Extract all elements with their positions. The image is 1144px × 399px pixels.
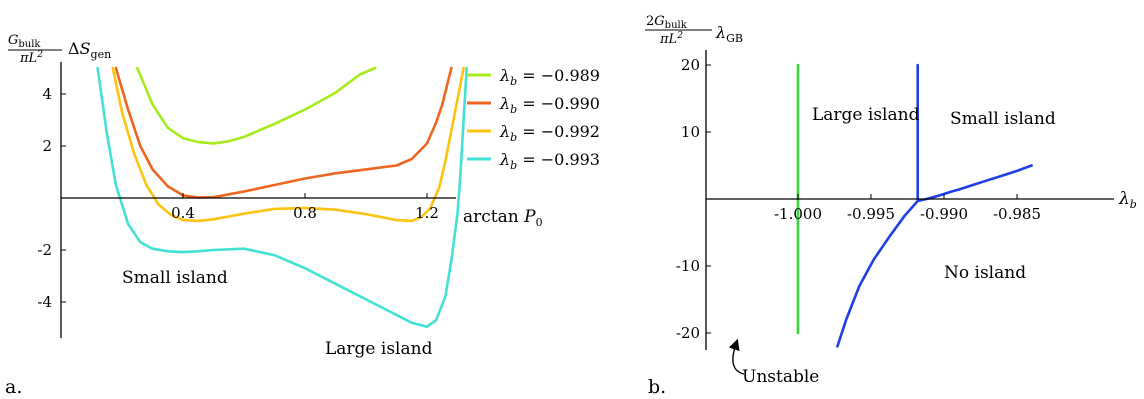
panel-a-y-axis-label: Gbulk πL2 ΔSgen <box>8 33 111 66</box>
legend-entry-2: λb = −0.992 <box>499 122 600 144</box>
svg-text:πL2: πL2 <box>19 50 43 66</box>
panel-b-y-tick-label-1: -10 <box>676 257 700 275</box>
svg-text:2Gbulk: 2Gbulk <box>646 14 688 31</box>
series-line-3 <box>96 66 468 328</box>
panel-a-legend: λb = −0.989 λb = −0.990 λb = −0.992 λb = −0… <box>467 66 600 172</box>
panel-a-x-tick-label-0: 0.4 <box>171 204 195 222</box>
series-line-0 <box>136 66 377 145</box>
svg-text:arctan P0: arctan P0 <box>463 207 543 229</box>
svg-text:λGB: λGB <box>715 23 743 45</box>
panel-a-y-tick-label-3: 4 <box>42 85 52 103</box>
legend-entry-0: λb = −0.989 <box>499 66 600 88</box>
annotation-unstable: Unstable <box>742 367 819 387</box>
panel-b-y-tick-label-3: 20 <box>681 56 700 74</box>
svg-text:λb: λb <box>1118 189 1137 211</box>
panel-a-x-tick-label-1: 0.8 <box>293 204 317 222</box>
region-no-island: No island <box>944 263 1026 283</box>
panel-b-x-tick-label-2: -0.990 <box>920 205 968 223</box>
panel-b-x-tick-label-1: -0.995 <box>847 205 895 223</box>
region-large-island: Large island <box>812 105 920 125</box>
annotation-large-island: Large island <box>325 339 433 359</box>
panel-a-y-tick-label-1: -2 <box>37 241 52 259</box>
panel-b-y-tick-label-2: 10 <box>681 123 700 141</box>
svg-text:ΔSgen: ΔSgen <box>68 39 111 61</box>
legend-entry-3: λb = −0.993 <box>499 150 600 172</box>
panel-a-y-tick-label-2: 2 <box>42 137 52 155</box>
annotation-small-island: Small island <box>122 268 228 288</box>
panel-b-chart: -1.000 -0.995 -0.990 -0.985 -20 -10 10 20 2Gbul… <box>645 14 1137 398</box>
svg-text:πL2: πL2 <box>659 31 683 47</box>
panel-a-chart: 0.4 0.8 1.2 -4 -2 2 4 Gbulk πL2 ΔSgen arctan P… <box>5 33 600 398</box>
unstable-arrow <box>728 338 745 375</box>
panel-b-x-tick-label-3: -0.985 <box>993 205 1041 223</box>
panel-b-y-axis-label: 2Gbulk πL2 λGB <box>645 14 743 47</box>
panel-b-x-tick-label-0: -1.000 <box>774 205 822 223</box>
series-line-1 <box>114 66 453 199</box>
legend-entry-1: λb = −0.990 <box>499 94 600 116</box>
panel-a-x-axis-label: arctan P0 <box>463 207 543 229</box>
panel-a-y-tick-label-0: -4 <box>37 293 52 311</box>
panel-a-axes: 0.4 0.8 1.2 -4 -2 2 4 <box>37 62 456 338</box>
region-small-island: Small island <box>950 109 1056 129</box>
boundary-curve-blue-line <box>836 164 1033 348</box>
panel-a-label: a. <box>5 376 22 398</box>
panel-b-x-axis-label: λb <box>1118 189 1137 211</box>
panel-a-x-tick-label-2: 1.2 <box>415 204 439 222</box>
svg-text:Gbulk: Gbulk <box>8 33 41 50</box>
panel-b-y-tick-label-0: -20 <box>676 324 700 342</box>
panel-b-axes: -1.000 -0.995 -0.990 -0.985 -20 -10 10 20 <box>676 50 1114 350</box>
panel-b-label: b. <box>648 376 666 398</box>
